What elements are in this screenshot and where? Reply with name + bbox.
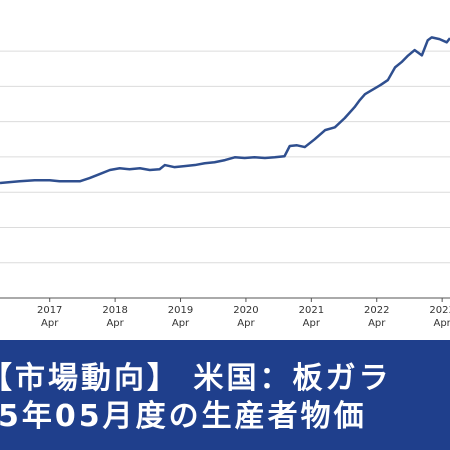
- x-tick-month: Apr: [368, 318, 386, 329]
- x-tick-month: Apr: [106, 318, 124, 329]
- line-series: [0, 36, 450, 185]
- x-tick-label: 2017: [37, 305, 62, 316]
- x-tick-label: 2021: [299, 305, 324, 316]
- x-tick-month: Apr: [237, 318, 255, 329]
- x-tick-label: 2022: [364, 305, 389, 316]
- x-tick-month: Apr: [41, 318, 59, 329]
- banner-title: 【市場動向】 米国：板ガラ: [0, 361, 391, 396]
- x-tick-month: Apr: [172, 318, 190, 329]
- banner: [0, 340, 450, 450]
- banner-subtitle: 5年05月度の生産者物価: [0, 399, 367, 434]
- x-tick-month: Apr: [433, 318, 450, 329]
- x-tick-label: 2023: [429, 305, 450, 316]
- x-tick-label: 2018: [102, 305, 127, 316]
- x-tick-label: 2020: [233, 305, 258, 316]
- x-tick-label: 2019: [168, 305, 193, 316]
- x-tick-month: Apr: [303, 318, 321, 329]
